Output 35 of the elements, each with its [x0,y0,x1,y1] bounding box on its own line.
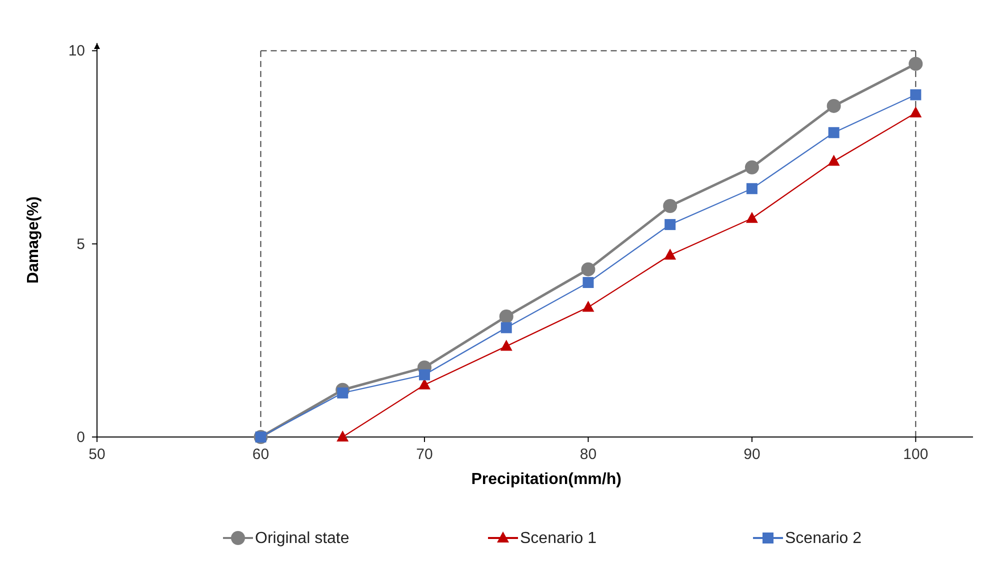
point [828,127,840,138]
point [908,56,923,71]
x-tick-label: 50 [88,446,106,463]
x-tick-label: 80 [580,446,597,463]
x-tick-label: 100 [903,446,928,463]
point [581,262,596,276]
point [500,340,512,351]
point [828,154,840,166]
point [418,369,430,380]
point [500,322,512,334]
point [499,309,514,324]
point [337,387,348,398]
x-tick-label: 70 [416,446,433,463]
point [910,89,922,100]
x-axis-title: Precipitation(mm/h) [471,471,622,488]
point [664,248,676,260]
y-tick-label: 0 [76,429,85,446]
x-tick-label: 60 [252,446,270,463]
point [744,160,759,174]
point [826,98,841,113]
point [582,300,594,312]
point [746,212,758,223]
y-axis-title: Damage(%) [25,196,42,284]
point [336,430,349,442]
point [910,106,922,118]
point [664,219,676,230]
point [663,199,678,214]
point [746,183,758,194]
y-tick-label: 10 [68,42,85,60]
legend-label: Scenario 2 [785,530,862,547]
y-tick-label: 5 [76,236,85,253]
legend-label: Scenario 1 [520,530,597,547]
legend-label: Original state [255,530,350,547]
point [582,276,594,288]
x-tick-label: 90 [744,446,760,463]
